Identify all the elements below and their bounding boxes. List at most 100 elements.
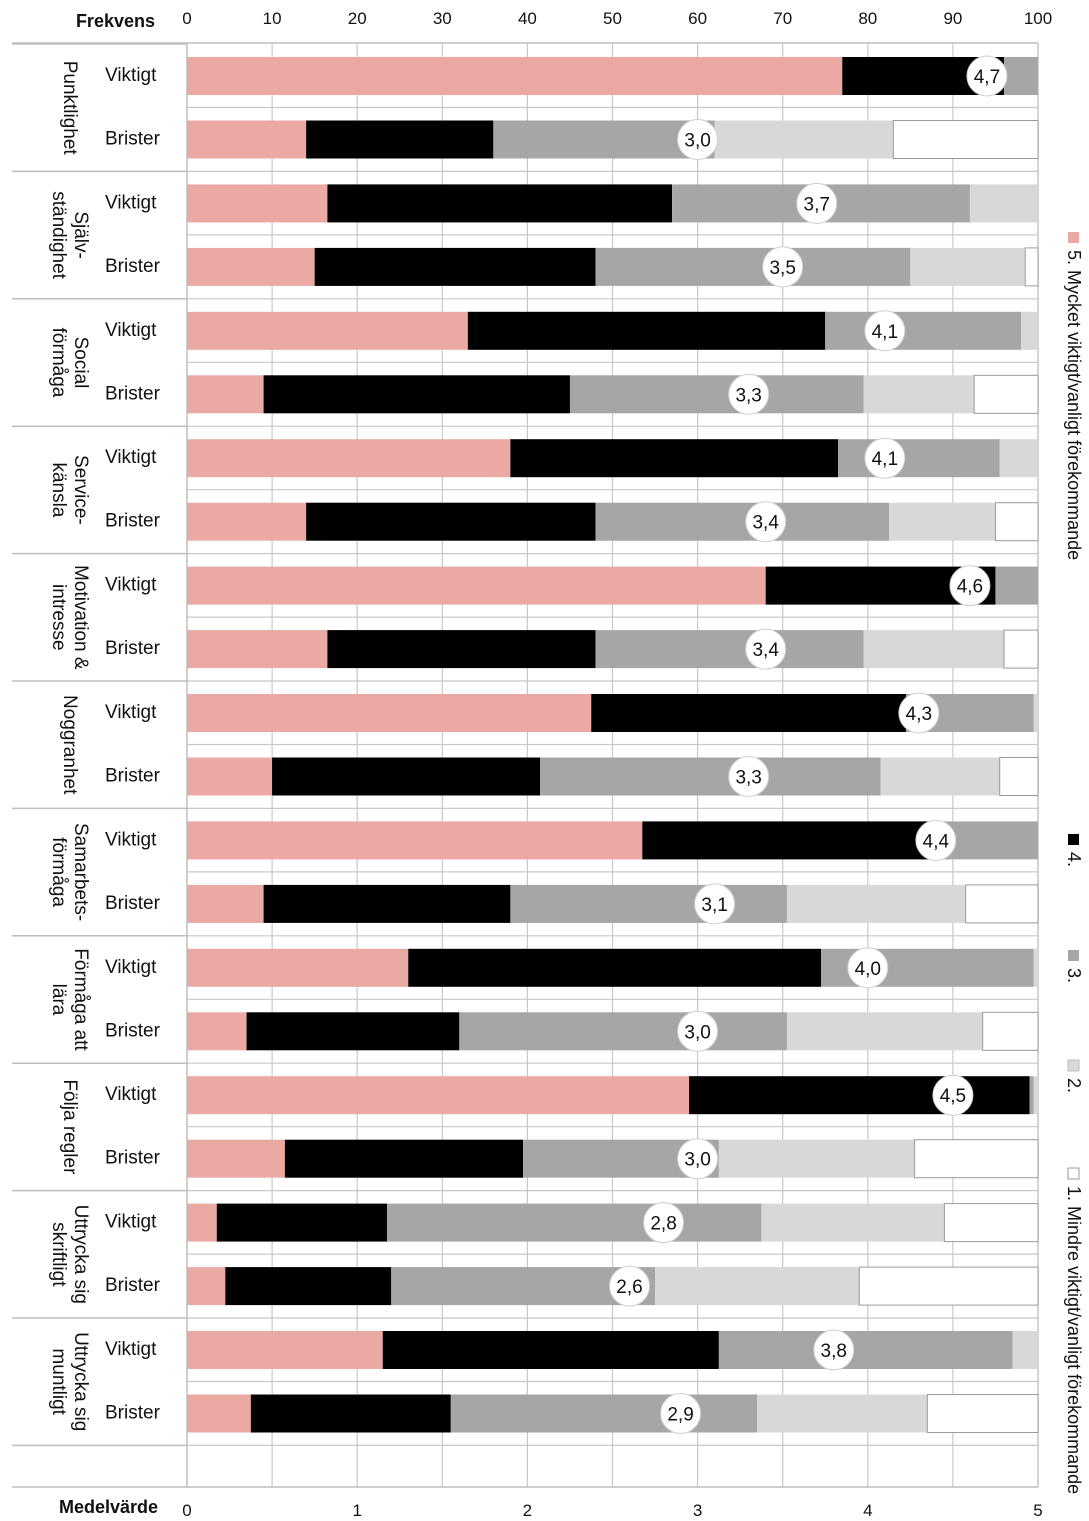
bar-segment (187, 184, 328, 223)
top-axis-tick: 90 (943, 9, 962, 28)
row-label: Brister (105, 1275, 161, 1296)
bar-segment (187, 120, 307, 159)
group-label-line: lära (48, 984, 69, 1016)
row-label: Viktigt (105, 575, 157, 596)
bar-segment (1003, 57, 1038, 95)
mean-marker (915, 819, 957, 861)
mean-label: 3,5 (769, 258, 795, 279)
mean-label: 3,4 (752, 513, 779, 534)
mean-marker (949, 565, 991, 607)
bar-segment (786, 884, 966, 923)
bar-segment (994, 502, 1039, 542)
mean-label: 4,6 (957, 577, 983, 598)
mean-label: 4,1 (872, 322, 898, 343)
bar-segment (863, 630, 1004, 669)
legend-label: 2. (1064, 1078, 1084, 1093)
mean-marker (728, 756, 770, 797)
mean-marker (677, 1010, 719, 1052)
bar-segment (510, 884, 787, 923)
group-label-line: förmåga (48, 837, 69, 907)
top-axis-tick: 30 (433, 9, 452, 28)
legend-swatch (1067, 1059, 1080, 1072)
group-label-line: Uttrycka sig (70, 1205, 91, 1304)
top-axis-tick: 70 (773, 9, 792, 28)
bar-segment (943, 1203, 1039, 1243)
mean-marker (864, 310, 906, 352)
group-label-line: Punktlighet (59, 61, 80, 156)
bar-segment (187, 757, 273, 796)
bar-segment (591, 694, 907, 732)
mean-marker (932, 1074, 974, 1116)
row-label: Brister (105, 1020, 161, 1041)
mean-label: 3,0 (684, 1022, 710, 1043)
bar-segment (642, 821, 932, 860)
top-axis-tick: 10 (263, 9, 282, 28)
mean-label: 3,3 (735, 768, 761, 789)
bar-segment (306, 120, 494, 159)
bar-segment (757, 1394, 928, 1433)
mean-marker (745, 628, 787, 670)
bar-segment (187, 1203, 217, 1242)
legend-swatch (1068, 232, 1079, 243)
group-label-line: Social (70, 337, 91, 389)
bar-segment (1033, 1076, 1038, 1115)
mean-label: 3,8 (821, 1341, 847, 1362)
bar-segment (540, 757, 881, 796)
bar-segment (187, 311, 468, 350)
bar-segment (263, 884, 511, 923)
bar-segment (1012, 1331, 1038, 1369)
group-label: Punktlighet (59, 61, 80, 156)
bar-segment (999, 757, 1039, 796)
bar-segment (314, 247, 596, 286)
mean-label: 3,3 (735, 385, 761, 406)
row-label: Viktigt (105, 192, 157, 213)
bar-segment (225, 1267, 392, 1306)
row-label: Brister (105, 1148, 161, 1169)
bar-segment (718, 1331, 1013, 1369)
group-label-line: Noggranhet (59, 695, 80, 795)
row-label: Brister (105, 766, 161, 787)
legend-label: 1. Mindre viktigt/vanligt förekommande (1064, 1186, 1084, 1494)
bar-segment (187, 1331, 383, 1369)
group-label-line: intresse (48, 584, 69, 651)
row-label: Viktigt (105, 1339, 157, 1360)
group-label: Följa regler (59, 1079, 80, 1175)
bar-segment (187, 439, 511, 478)
mean-label: 3,1 (701, 895, 727, 916)
bar-segment (327, 630, 596, 669)
mean-marker (677, 119, 719, 160)
row-label: Brister (105, 893, 161, 914)
top-axis-title: Frekvens (76, 11, 155, 31)
mean-marker (745, 501, 787, 543)
bar-segment (467, 311, 826, 350)
bar-segment (595, 502, 890, 541)
bar-segment (284, 1139, 524, 1178)
row-label: Viktigt (105, 829, 157, 850)
mean-label: 4,7 (974, 67, 1000, 88)
bar-segment (187, 566, 766, 605)
row-label: Viktigt (105, 1084, 157, 1105)
group-label: Själv-ständighet (48, 191, 91, 279)
mean-label: 3,0 (684, 131, 710, 152)
bar-segment (250, 1394, 451, 1433)
group-label-line: Service- (70, 455, 91, 525)
legend-label: 5. Mycket viktigt/vanligt förekommande (1064, 250, 1084, 560)
bar-segment (263, 375, 570, 414)
legend-swatch (1068, 834, 1079, 845)
mean-marker (847, 947, 889, 989)
bar-segment (187, 57, 843, 95)
bar-segment (999, 439, 1038, 478)
group-label-line: Uttrycka sig (70, 1332, 91, 1431)
bar-segment (655, 1267, 860, 1306)
top-axis-tick: 20 (348, 9, 367, 28)
bar-segment (569, 375, 864, 414)
bar-segment (858, 1266, 1039, 1306)
mean-marker (898, 692, 940, 734)
group-label-line: Själv- (70, 211, 91, 259)
bar-segment (187, 1394, 251, 1433)
mean-label: 3,0 (684, 1150, 710, 1171)
bar-segment (1020, 311, 1038, 350)
